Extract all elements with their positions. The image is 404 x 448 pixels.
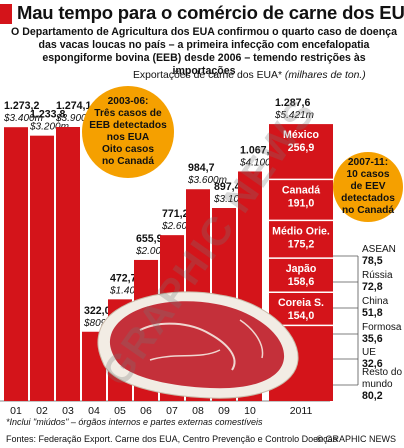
value-label: 1.287,6	[275, 97, 310, 109]
value-label: 472,7	[110, 272, 137, 284]
title-accent-block	[0, 4, 12, 24]
callout-line: no Canadá	[341, 205, 395, 216]
segment-name: Médio Orie.	[272, 225, 330, 237]
value-label: 1.274,1	[56, 100, 91, 112]
side-value: 51,8	[362, 307, 383, 319]
value-label: 1.273,2	[4, 100, 39, 112]
chart-subtitle: Exportações de carne dos EUA* (milhares …	[133, 70, 366, 81]
callout-line: 2007-11:	[347, 157, 389, 168]
callout-line: detectados	[341, 193, 395, 204]
dollar-label: $5.421m	[274, 110, 314, 121]
title-bar: Mau tempo para o comércio de carne dos E…	[0, 0, 404, 26]
steak-illustration	[97, 291, 299, 399]
side-name: UE	[362, 347, 376, 358]
segment-value: 191,0	[288, 197, 315, 209]
side-value: 72,8	[362, 281, 383, 293]
steak-meat	[109, 301, 285, 389]
side-name: Formosa	[362, 322, 402, 333]
callout-text: 2007-11: 10 casos de EEV detectados no Canad…	[341, 157, 395, 217]
side-value: 78,5	[362, 255, 383, 267]
value-label: 322,0	[84, 305, 111, 317]
x-tick-label: 08	[192, 405, 204, 417]
x-tick-label: 06	[140, 405, 152, 417]
page-title: Mau tempo para o comércio de carne dos E…	[17, 2, 404, 23]
dollar-label: $3.600m	[187, 175, 227, 186]
dollar-label: $3.400m	[3, 113, 43, 124]
callout-line: no Canadá	[101, 156, 155, 167]
segment-name: Canadá	[282, 184, 320, 196]
x-tick-label: 10	[244, 405, 256, 417]
side-name: Resto do	[362, 367, 402, 378]
segment-value: 256,9	[288, 142, 315, 154]
segment-value: 175,2	[288, 238, 315, 250]
steak-marbling	[239, 319, 264, 359]
chart-units: (milhares de ton.)	[284, 70, 366, 81]
side-value: 32,6	[362, 358, 383, 370]
callout-2003-06: 2003-06: Três casos de EEB detectados nos E…	[82, 86, 174, 178]
credit: © GRAPHIC NEWS	[316, 434, 396, 444]
x-tick-label: 03	[62, 405, 74, 417]
value-label: 1.233,8	[30, 109, 65, 121]
callout-line: de EEV	[350, 181, 386, 192]
segment-value: 158,6	[288, 276, 315, 288]
copyright-symbol: ©	[316, 434, 323, 444]
callout-2007-11: 2007-11: 10 casos de EEV detectados no Canad…	[333, 152, 403, 222]
dollar-label: $2.600m	[161, 221, 201, 232]
side-name: China	[362, 296, 389, 307]
dollar-label: $4.100m	[239, 157, 279, 168]
segment-name: México	[283, 129, 319, 141]
x-tick-label: 04	[88, 405, 100, 417]
callout-line: 10 casos	[346, 169, 390, 180]
x-tick-label: 02	[36, 405, 48, 417]
value-label: 771,2	[162, 208, 189, 220]
callout-text: 2003-06: Três casos de EEB detectados nos E…	[89, 96, 167, 168]
dollar-label: $1.400m	[109, 285, 149, 296]
x-tick-label: 09	[218, 405, 230, 417]
callout-line: Oito casos	[101, 144, 155, 155]
segment-value: 154,0	[288, 310, 315, 322]
chart-title: Exportações de carne dos EUA*	[133, 70, 283, 81]
value-label: 984,7	[188, 162, 215, 174]
x-tick-label: 07	[166, 405, 178, 417]
dollar-label: $3.900m	[55, 113, 95, 124]
dollar-label: $2.000m	[135, 246, 175, 257]
value-label: 897,4	[214, 181, 241, 193]
side-name: mundo	[362, 379, 393, 390]
callout-line: EEB detectados	[89, 120, 167, 131]
x-tick-label: 01	[10, 405, 22, 417]
segment-name: Coreia S.	[278, 297, 324, 309]
dollar-label: $809m	[83, 318, 115, 329]
callout-line: 2003-06:	[107, 96, 149, 107]
side-value: 80,2	[362, 390, 383, 402]
intro-text: O Departamento de Agricultura dos EUA co…	[11, 26, 397, 77]
dollar-label: $3.100m	[213, 194, 253, 205]
callout-line: Três casos de	[94, 108, 162, 119]
value-label: 1.067,3	[240, 144, 275, 156]
value-label: 655,9	[136, 233, 163, 245]
bar-03	[56, 127, 80, 401]
segment-name: Japão	[286, 263, 317, 275]
x-tick-label: 2011	[290, 405, 313, 417]
x-tick-label: 05	[114, 405, 126, 417]
footnote: *Inclui "miúdos" – órgãos internos e par…	[6, 417, 263, 427]
sources: Fontes: Federação Export. Carne dos EUA,…	[6, 434, 338, 444]
steak-marbling	[149, 349, 221, 361]
dollar-label: $3.200m	[29, 122, 69, 133]
side-value: 35,6	[362, 333, 383, 345]
steak-marbling	[139, 322, 236, 371]
credit-text: GRAPHIC NEWS	[322, 434, 396, 444]
bar-02	[30, 135, 54, 401]
side-name: ASEAN	[362, 244, 396, 255]
bar-01	[4, 127, 28, 402]
callout-line: nos EUA	[106, 132, 150, 143]
side-name: Rússia	[362, 270, 393, 281]
